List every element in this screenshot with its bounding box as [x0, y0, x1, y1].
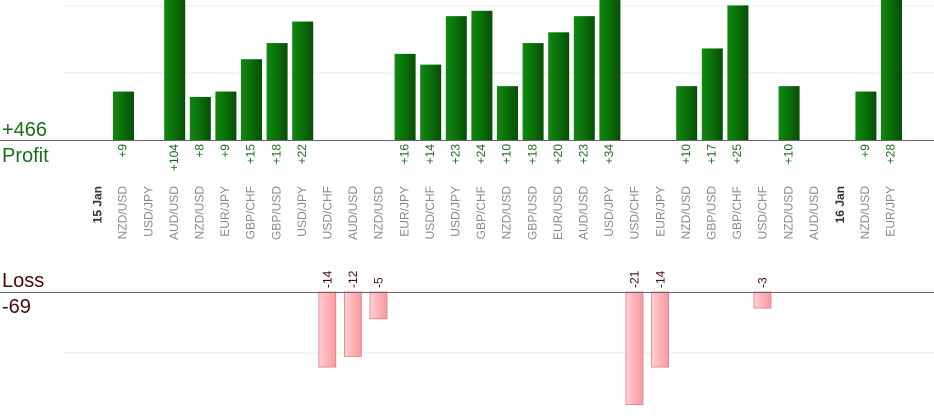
profit-data-label: +17	[704, 144, 718, 165]
profit-bar	[292, 21, 314, 141]
profit-data-label: +18	[525, 144, 539, 165]
profit-bar	[394, 53, 416, 140]
profit-data-label: +9	[116, 144, 130, 158]
loss-data-label: -12	[346, 270, 360, 288]
profit-bar	[855, 91, 877, 140]
profit-data-label: +28	[884, 144, 898, 165]
category-label: NZD/USD	[500, 186, 514, 240]
profit-bar	[522, 43, 544, 141]
category-label: NZD/USD	[116, 186, 130, 240]
profit-data-label: +24	[474, 144, 488, 165]
profit-data-label: +10	[781, 144, 795, 165]
category-label: GBP/CHF	[244, 186, 258, 239]
profit-bar	[164, 0, 186, 140]
profit-bar	[113, 91, 134, 140]
category-label: USD/CHF	[320, 186, 334, 239]
loss-total: -69	[2, 296, 31, 318]
profit-data-label: +104	[167, 144, 181, 171]
category-label: GBP/USD	[269, 186, 283, 240]
category-label: GBP/CHF	[474, 186, 488, 239]
date-marker: 15 Jan	[91, 186, 105, 223]
profit-bar	[215, 91, 237, 140]
profit-data-label: +18	[269, 144, 283, 165]
profit-bar	[497, 86, 518, 140]
loss-data-label: -3	[756, 277, 770, 288]
category-label: GBP/CHF	[730, 186, 744, 239]
profit-data-label: +34	[602, 144, 616, 165]
category-label: EUR/USD	[551, 186, 565, 240]
profit-bar	[266, 43, 288, 141]
date-marker: 16 Jan	[833, 186, 847, 223]
category-label: EUR/JPY	[653, 186, 667, 237]
category-label: NZD/USD	[372, 186, 386, 240]
category-label: USD/JPY	[602, 186, 616, 237]
profit-data-label: +10	[679, 144, 693, 165]
profit-bar	[189, 96, 211, 140]
profit-bar	[599, 0, 621, 140]
profit-bar	[881, 0, 902, 140]
profit-data-label: +9	[218, 144, 232, 158]
profit-bar	[573, 16, 595, 140]
category-label: USD/JPY	[295, 186, 309, 237]
category-label: USD/CHF	[423, 186, 437, 239]
profit-data-label: +16	[397, 144, 411, 165]
profit-data-label: +23	[448, 144, 462, 165]
profit-bar	[701, 48, 723, 140]
category-label: GBP/USD	[525, 186, 539, 240]
loss-bar	[369, 291, 388, 320]
loss-bar	[318, 291, 337, 368]
loss-data-label: -5	[372, 277, 386, 288]
profit-bar	[445, 16, 467, 140]
profit-data-label: +25	[730, 144, 744, 165]
profit-bar	[420, 64, 442, 140]
category-label: GBP/USD	[704, 186, 718, 240]
category-label: AUD/USD	[807, 186, 821, 240]
profit-data-label: +22	[295, 144, 309, 165]
loss-bar	[753, 291, 772, 309]
profit-data-label: +14	[423, 144, 437, 165]
category-label: AUD/USD	[576, 186, 590, 240]
profit-bar	[727, 5, 749, 141]
category-label: USD/JPY	[141, 186, 155, 237]
loss-label: Loss	[2, 270, 45, 292]
profit-data-label: +15	[244, 144, 258, 165]
profit-data-label: +23	[576, 144, 590, 165]
loss-bar	[625, 291, 644, 406]
category-label: EUR/JPY	[884, 186, 898, 237]
category-label: NZD/USD	[192, 186, 206, 240]
profit-data-label: +10	[500, 144, 514, 165]
profit-data-label: +8	[192, 144, 206, 158]
category-label: EUR/JPY	[218, 186, 232, 237]
category-label: AUD/USD	[167, 186, 181, 240]
category-label: USD/CHF	[756, 186, 770, 239]
profit-bar	[778, 86, 800, 140]
profit-data-label: +20	[551, 144, 565, 165]
profit-bar	[471, 10, 493, 141]
category-label: USD/CHF	[628, 186, 642, 239]
category-label: NZD/USD	[781, 186, 795, 240]
profit-data-label: +9	[858, 144, 872, 158]
loss-data-label: -21	[628, 270, 642, 288]
category-label: NZD/USD	[679, 186, 693, 240]
loss-data-label: -14	[653, 270, 667, 288]
category-label: EUR/JPY	[397, 186, 411, 237]
profit-bar	[241, 59, 262, 140]
profit-label: Profit	[2, 145, 49, 167]
loss-data-label: -14	[320, 270, 334, 288]
loss-bar	[651, 291, 669, 368]
category-label: USD/JPY	[448, 186, 462, 237]
loss-bar	[343, 291, 362, 357]
profit-bar	[548, 32, 570, 140]
category-label: AUD/USD	[346, 186, 360, 240]
profit-total: +466	[2, 119, 48, 141]
profit-bar	[676, 86, 698, 140]
category-label: NZD/USD	[858, 186, 872, 240]
